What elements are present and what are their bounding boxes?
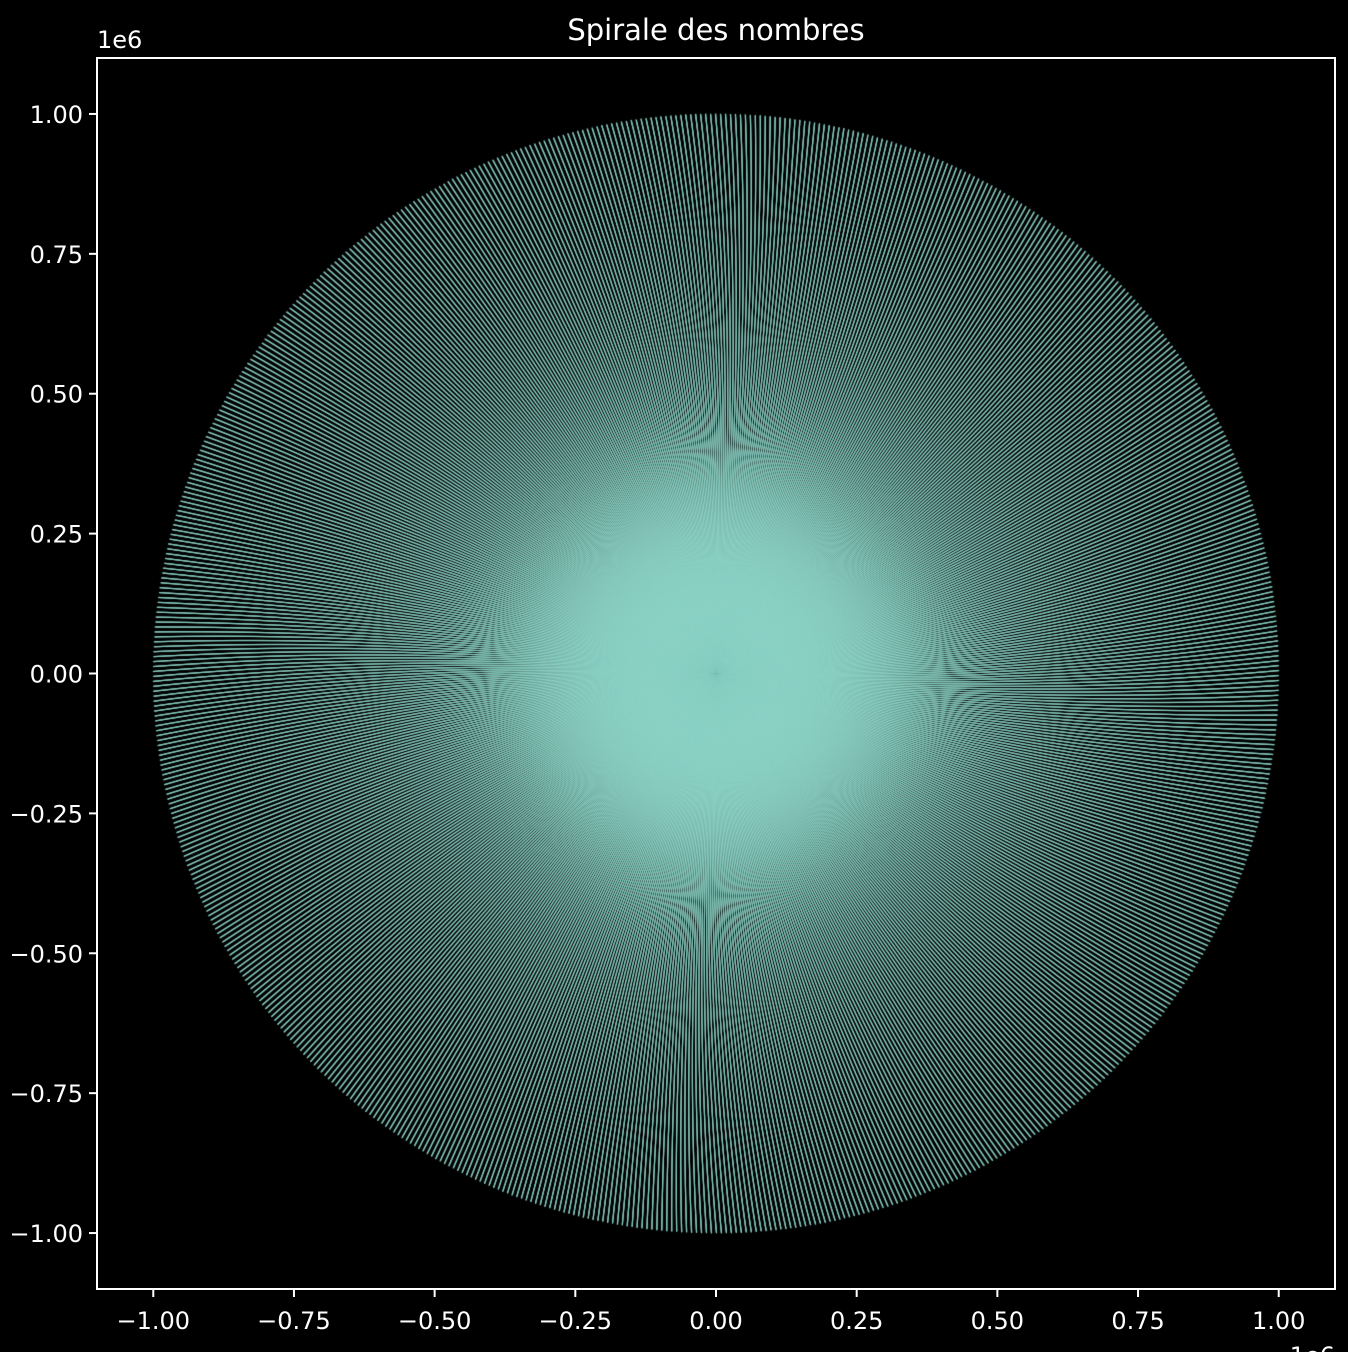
y-tick-label: −0.25 <box>9 800 83 828</box>
x-axis-ticks: −1.00 −0.75 −0.50 −0.25 0.00 0.25 0.50 0.75 1.00 <box>116 1289 1305 1335</box>
x-offset-label: 1e6 <box>1290 1342 1335 1352</box>
x-tick-label: 1.00 <box>1252 1307 1305 1335</box>
y-tick-label: 0.25 <box>30 521 83 549</box>
x-tick-label: 0.25 <box>830 1307 883 1335</box>
y-tick-label: 1.00 <box>30 101 83 129</box>
y-axis-ticks: 1.00 0.75 0.50 0.25 0.00 −0.25 −0.50 −0.75 −1.00 <box>9 101 97 1248</box>
y-tick-label: −0.75 <box>9 1080 83 1108</box>
x-tick-label: −0.50 <box>398 1307 472 1335</box>
axes-frame <box>96 57 1336 1290</box>
x-tick-label: −0.25 <box>539 1307 613 1335</box>
x-tick-label: 0.75 <box>1111 1307 1164 1335</box>
chart-title: Spirale des nombres <box>567 13 864 47</box>
y-tick-label: 0.75 <box>30 241 83 269</box>
x-tick-label: −0.75 <box>257 1307 331 1335</box>
y-tick-label: 0.00 <box>30 661 83 689</box>
x-tick-label: 0.00 <box>689 1307 742 1335</box>
y-offset-label: 1e6 <box>97 26 142 54</box>
x-tick-label: 0.50 <box>971 1307 1024 1335</box>
y-tick-label: 0.50 <box>30 381 83 409</box>
y-tick-label: −1.00 <box>9 1220 83 1248</box>
x-tick-label: −1.00 <box>116 1307 190 1335</box>
scatter-points <box>97 58 1335 1289</box>
y-tick-label: −0.50 <box>9 940 83 968</box>
